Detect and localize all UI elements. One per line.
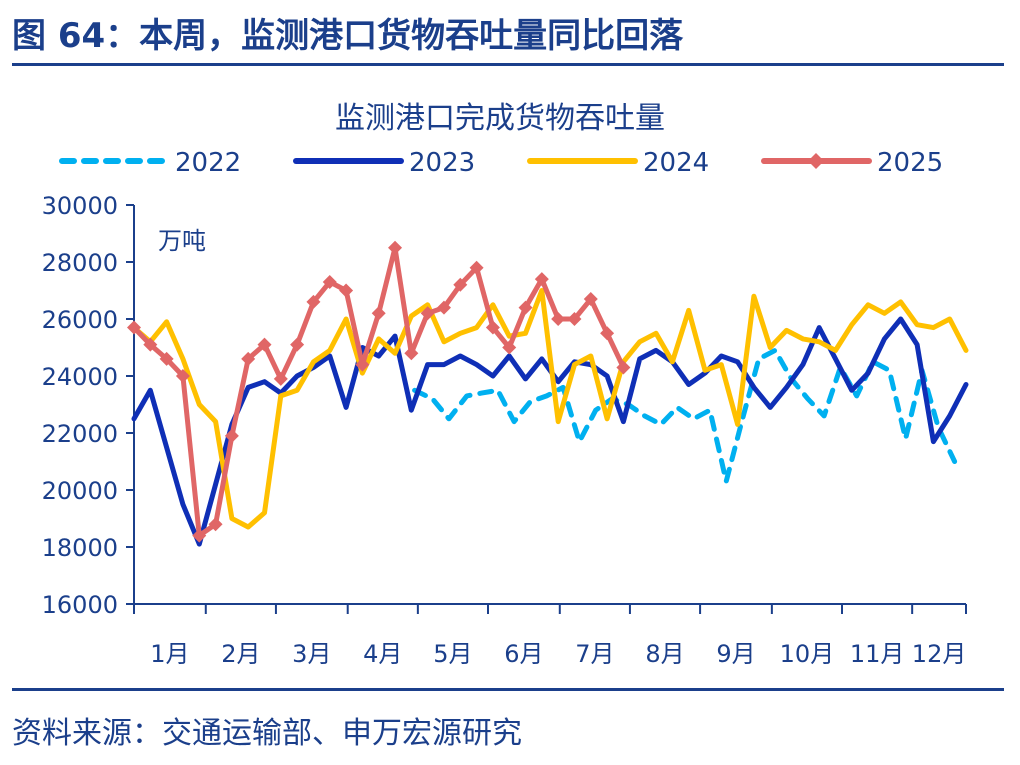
x-tick-label: 10月 — [780, 640, 835, 668]
series-point-2025 — [485, 320, 500, 335]
series-point-2025 — [175, 369, 190, 383]
source-note: 资料来源：交通运输部、申万宏源研究 — [12, 716, 522, 751]
series-point-2025 — [518, 300, 533, 315]
series-point-2025 — [159, 351, 174, 366]
y-tick-label: 20000 — [42, 477, 118, 505]
series-point-2025 — [469, 260, 484, 275]
legend-label-2024: 2024 — [643, 148, 709, 178]
series-point-2025 — [224, 428, 239, 443]
unit-label: 万吨 — [158, 227, 206, 255]
y-tick-label: 18000 — [42, 534, 118, 562]
series-point-2025 — [143, 337, 158, 352]
x-tick-label: 3月 — [292, 640, 331, 668]
line-chart: 监测港口完成货物吞吐量 万吨 2022 2023 2024 2025 16000 180… — [42, 101, 969, 668]
series-point-2025 — [453, 277, 468, 292]
series-line-2024 — [131, 288, 969, 530]
series-point-2025 — [600, 326, 615, 341]
legend-label-2023: 2023 — [409, 148, 475, 178]
legend-marker-2025 — [808, 153, 824, 169]
y-tick-label: 28000 — [42, 249, 118, 277]
series-point-2025 — [551, 312, 566, 326]
series-point-2025 — [616, 360, 631, 375]
legend-label-2025: 2025 — [877, 148, 943, 178]
x-tick-label: 6月 — [504, 640, 543, 668]
series-point-2025 — [127, 320, 141, 335]
x-tick-label: 5月 — [433, 640, 472, 668]
figure-title: 图 64：本周，监测港口货物吞吐量同比回落 — [12, 16, 684, 56]
series-point-2025 — [388, 240, 403, 255]
series-point-2025 — [420, 306, 435, 321]
y-tick-label: 22000 — [42, 420, 118, 448]
series-line-2025 — [131, 245, 626, 539]
series-point-2025 — [355, 357, 370, 372]
series-point-2025 — [502, 340, 517, 355]
y-tick-label: 30000 — [42, 192, 118, 220]
series-point-2025 — [583, 292, 598, 307]
axes: 16000 18000 20000 22000 24000 26000 28000 30000… — [42, 192, 967, 668]
x-tick-label: 8月 — [645, 640, 684, 668]
series-point-2025 — [273, 371, 288, 386]
x-tick-label: 9月 — [716, 640, 755, 668]
x-tick-label: 4月 — [363, 640, 402, 668]
x-tick-label: 1月 — [150, 640, 189, 668]
series-point-2025 — [208, 517, 223, 532]
series-point-2025 — [290, 337, 305, 352]
series-layer — [127, 240, 969, 547]
y-tick-label: 24000 — [42, 363, 118, 391]
series-point-2025 — [371, 306, 386, 321]
legend-label-2022: 2022 — [175, 148, 241, 178]
x-tick-label: 11月 — [850, 640, 905, 668]
y-tick-label: 26000 — [42, 306, 118, 334]
title-rule — [12, 63, 1004, 66]
series-point-2025 — [257, 337, 272, 352]
x-tick-label: 2月 — [221, 640, 260, 668]
series-point-2025 — [534, 272, 549, 287]
chart-title: 监测港口完成货物吞吐量 — [335, 101, 665, 136]
series-point-2025 — [306, 294, 321, 309]
x-tick-label: 12月 — [912, 640, 967, 668]
series-point-2025 — [322, 274, 337, 289]
x-tick-label: 7月 — [575, 640, 614, 668]
series-point-2025 — [241, 351, 256, 366]
series-point-2025 — [339, 283, 354, 298]
legend: 2022 2023 2024 2025 — [59, 148, 943, 178]
y-tick-label: 16000 — [42, 591, 118, 619]
series-point-2025 — [567, 312, 582, 326]
series-point-2025 — [436, 300, 451, 315]
series-point-2025 — [404, 346, 419, 361]
footer-rule — [12, 688, 1004, 691]
series-point-2025 — [192, 528, 207, 543]
